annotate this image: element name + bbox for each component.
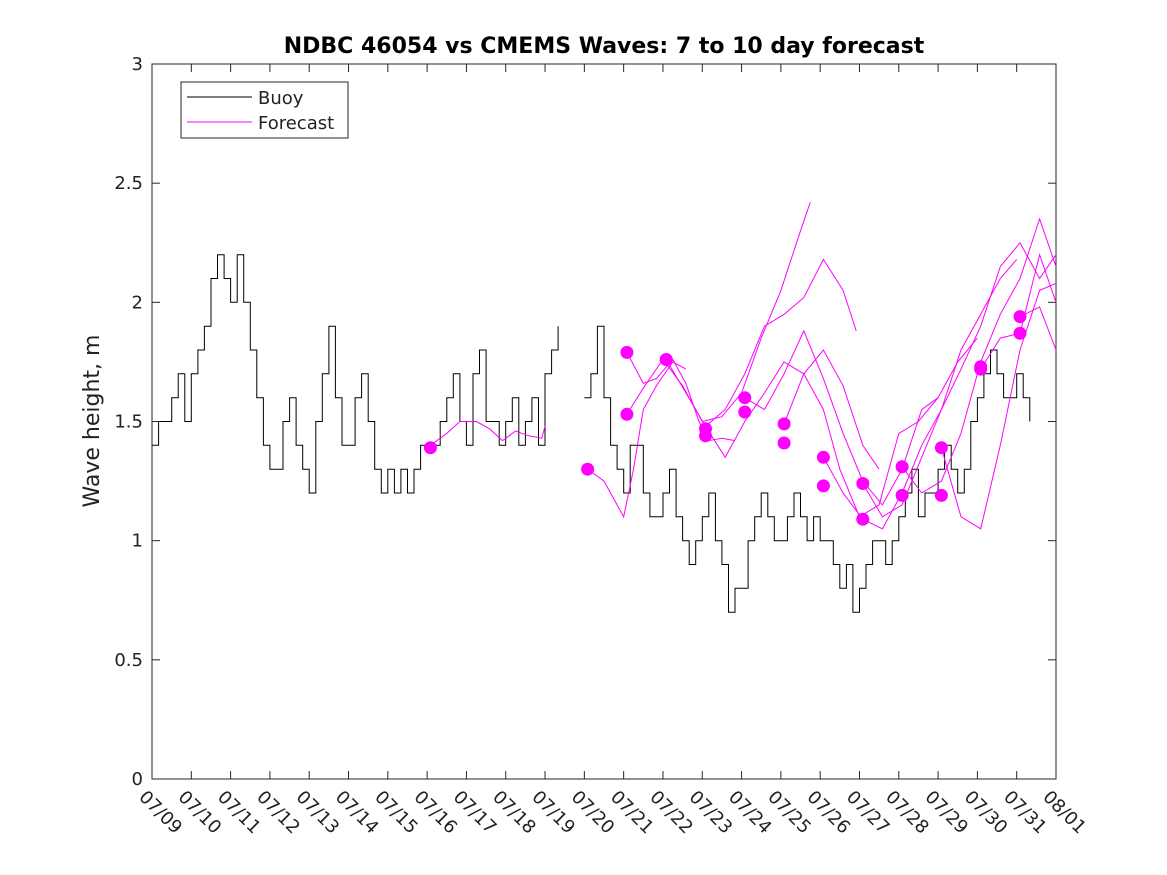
legend-label-buoy: Buoy (258, 88, 304, 109)
series-forecast-line (705, 349, 880, 470)
series-buoy-line (152, 254, 1031, 613)
forecast-marker (934, 441, 948, 455)
forecast-marker (934, 488, 948, 502)
series-forecast-line (665, 258, 857, 428)
forecast-marker (581, 462, 595, 476)
forecast-marker (738, 391, 752, 405)
forecast-marker (1013, 326, 1027, 340)
y-tick-label: 2 (132, 292, 143, 313)
forecast-marker (856, 477, 870, 490)
y-tick-label: 3 (132, 54, 143, 75)
chart-title: NDBC 46054 vs CMEMS Waves: 7 to 10 day f… (284, 34, 925, 59)
forecast-marker (777, 436, 791, 450)
y-axis-ticks: 0 0.5 1 1.5 2 2.5 3 (114, 54, 1056, 790)
forecast-marker (816, 479, 830, 493)
series-forecast-line (626, 202, 811, 423)
y-axis-label: Wave height, m (80, 335, 105, 508)
series-forecast-line (862, 241, 1057, 518)
series-forecast-line (587, 361, 687, 519)
series-forecast-line (822, 259, 1018, 530)
y-tick-label: 0 (132, 769, 143, 790)
forecast-marker (895, 460, 909, 474)
forecast-marker (816, 450, 830, 464)
legend-label-forecast: Forecast (258, 113, 334, 134)
forecast-marker (856, 512, 870, 526)
forecast-marker (423, 441, 437, 455)
y-tick-label: 2.5 (114, 173, 143, 194)
forecast-marker (1013, 310, 1027, 324)
series-forecast-line (783, 337, 978, 518)
forecast-marker (699, 429, 712, 443)
y-tick-label: 1 (132, 531, 143, 552)
forecast-marker (974, 362, 988, 376)
legend: Buoy Forecast (180, 81, 349, 139)
legend-box (180, 81, 349, 139)
forecast-marker (659, 353, 673, 366)
forecast-marker (895, 488, 909, 502)
series-forecast-line (430, 421, 546, 446)
series-forecast-line (1019, 306, 1057, 351)
forecast-marker (620, 407, 634, 421)
plot-area (151, 63, 1057, 780)
y-tick-label: 0.5 (114, 650, 143, 671)
forecast-marker (620, 345, 634, 359)
forecast-marker (738, 405, 752, 419)
forecast-marker (777, 417, 791, 431)
y-tick-label: 1.5 (114, 412, 143, 433)
series-forecast-line (940, 282, 1057, 530)
series-forecast-line (744, 329, 939, 506)
